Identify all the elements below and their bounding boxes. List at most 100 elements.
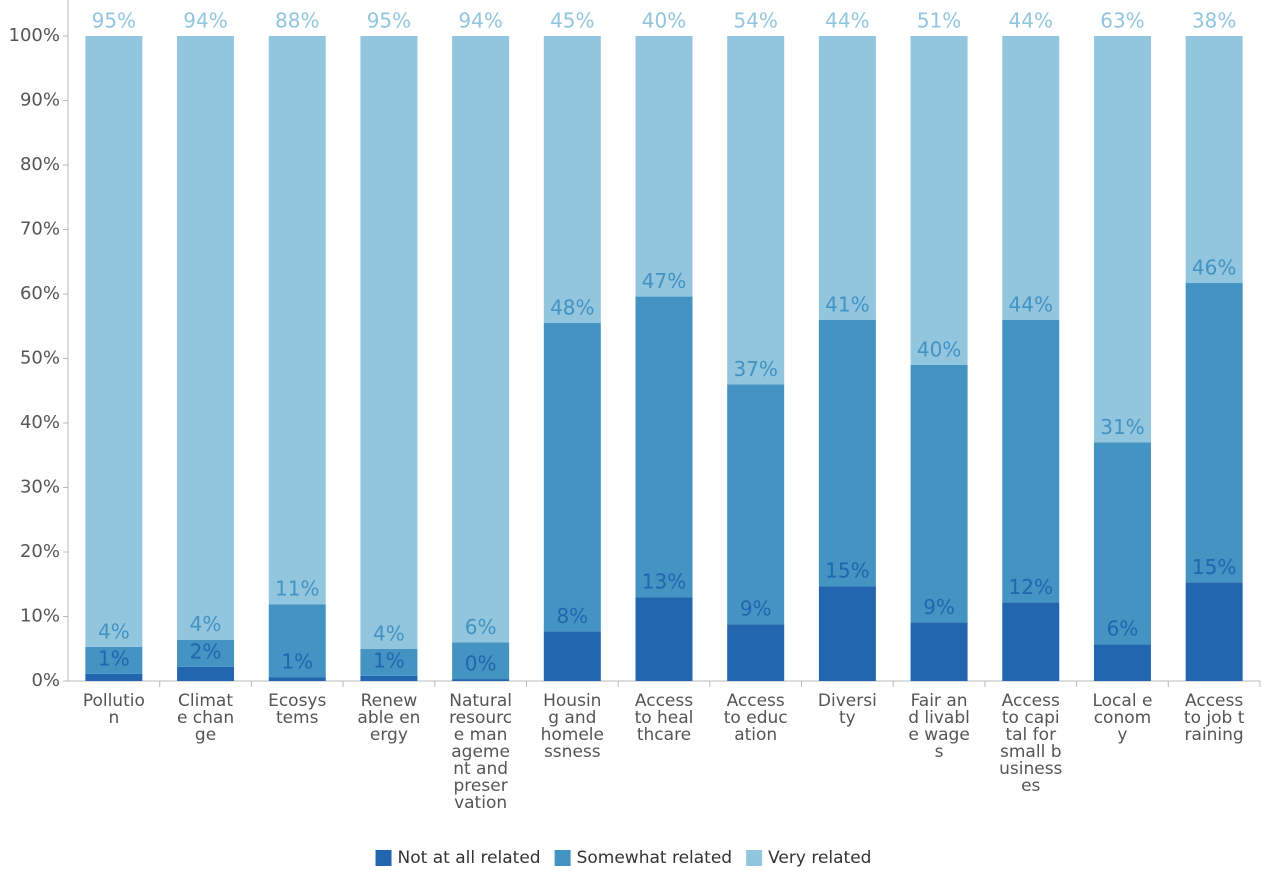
bar-segment [818, 319, 876, 587]
bar-segment [452, 679, 510, 681]
bar-segment [1185, 283, 1243, 583]
bar-segment [910, 364, 968, 623]
bar-segment [268, 36, 326, 605]
value-label: 63% [1100, 9, 1144, 33]
bar-segment [727, 36, 785, 385]
value-label: 94% [183, 9, 227, 33]
value-label: 54% [733, 9, 777, 33]
bar-segment [452, 642, 510, 680]
bar-segment [1093, 442, 1151, 645]
x-tick-label: Access to healthcare [634, 691, 694, 745]
y-tick-label: 0% [31, 670, 60, 691]
value-label: 1% [98, 646, 130, 670]
value-label: 44% [825, 9, 869, 33]
x-tick-label: Climate change [176, 691, 235, 745]
bar-segment [1185, 36, 1243, 284]
value-label: 6% [1107, 617, 1139, 641]
value-label: 9% [923, 595, 955, 619]
value-label: 51% [917, 9, 961, 33]
value-label: 15% [825, 559, 869, 583]
value-label: 11% [275, 577, 319, 601]
value-label: 37% [733, 357, 777, 381]
value-label: 0% [465, 652, 497, 676]
bar-segment [1093, 644, 1151, 681]
x-tick-label: Access to education [723, 691, 788, 745]
y-tick-label: 20% [20, 541, 60, 562]
bar-segment [543, 631, 601, 681]
value-label: 2% [190, 639, 222, 663]
bar-segment [1093, 36, 1151, 443]
bar-segment [1002, 319, 1060, 603]
bar-segment [177, 666, 235, 681]
bar-segment [910, 622, 968, 681]
value-label: 40% [917, 337, 961, 361]
value-label: 15% [1192, 555, 1236, 579]
legend-label: Very related [768, 848, 871, 868]
value-label: 47% [642, 269, 686, 293]
x-tick-label: Local economy [1092, 691, 1153, 745]
value-label: 6% [465, 615, 497, 639]
value-label: 12% [1009, 575, 1053, 599]
value-label: 4% [98, 619, 130, 643]
bar-segment [727, 624, 785, 681]
y-tick-label: 90% [20, 90, 60, 111]
value-label: 48% [550, 296, 594, 320]
value-label: 88% [275, 9, 319, 33]
bar-segment [268, 677, 326, 681]
legend-label: Somewhat related [577, 848, 733, 868]
value-label: 44% [1009, 9, 1053, 33]
bar-segment [85, 36, 143, 647]
value-label: 95% [92, 9, 136, 33]
x-tick-label: Access to job training [1183, 691, 1245, 745]
value-label: 1% [373, 648, 405, 672]
bar-segment [727, 384, 785, 625]
value-label: 1% [281, 650, 313, 674]
value-label: 8% [556, 604, 588, 628]
x-tick-label: Fair and livable wages [908, 691, 970, 762]
x-tick-label: Renewable energy [357, 691, 421, 745]
y-tick-label: 100% [9, 25, 60, 46]
bar-segment [85, 673, 143, 681]
y-tick-label: 30% [20, 477, 60, 498]
x-tick-label: Access to capital for small businesses [999, 691, 1063, 796]
y-tick-label: 40% [20, 412, 60, 433]
bar-segment [543, 36, 601, 324]
bar-segment [818, 36, 876, 320]
y-tick-label: 50% [20, 348, 60, 369]
bar-segment [910, 36, 968, 365]
bar-segment [543, 323, 601, 632]
bar-segment [1002, 602, 1060, 681]
x-tick-label: Housing and homelessness [540, 691, 604, 762]
value-label: 13% [642, 570, 686, 594]
x-tick-label: Ecosystems [268, 691, 327, 728]
bar-segment [635, 36, 693, 297]
bar-segment [452, 36, 510, 643]
legend-label: Not at all related [398, 848, 541, 868]
value-label: 45% [550, 9, 594, 33]
value-label: 31% [1100, 415, 1144, 439]
value-label: 4% [190, 612, 222, 636]
x-tick-label: Diversity [817, 691, 877, 728]
bar-segment [635, 296, 693, 598]
y-tick-label: 10% [20, 606, 60, 627]
value-label: 44% [1009, 292, 1053, 316]
value-label: 40% [642, 9, 686, 33]
legend-swatch [554, 850, 571, 866]
bar-segment [635, 597, 693, 681]
y-tick-label: 60% [20, 283, 60, 304]
value-label: 9% [740, 597, 772, 621]
y-tick-label: 70% [20, 219, 60, 240]
bar-segment [85, 646, 143, 674]
bar-segment [360, 675, 418, 681]
value-label: 38% [1192, 9, 1236, 33]
bar-segment [1002, 36, 1060, 320]
value-label: 94% [458, 9, 502, 33]
bar-segment [177, 639, 235, 667]
value-label: 46% [1192, 256, 1236, 280]
legend-swatch [746, 850, 763, 866]
value-label: 95% [367, 9, 411, 33]
x-tick-label: Natural resource management and preserva… [449, 691, 513, 813]
bar-segment [360, 648, 418, 676]
